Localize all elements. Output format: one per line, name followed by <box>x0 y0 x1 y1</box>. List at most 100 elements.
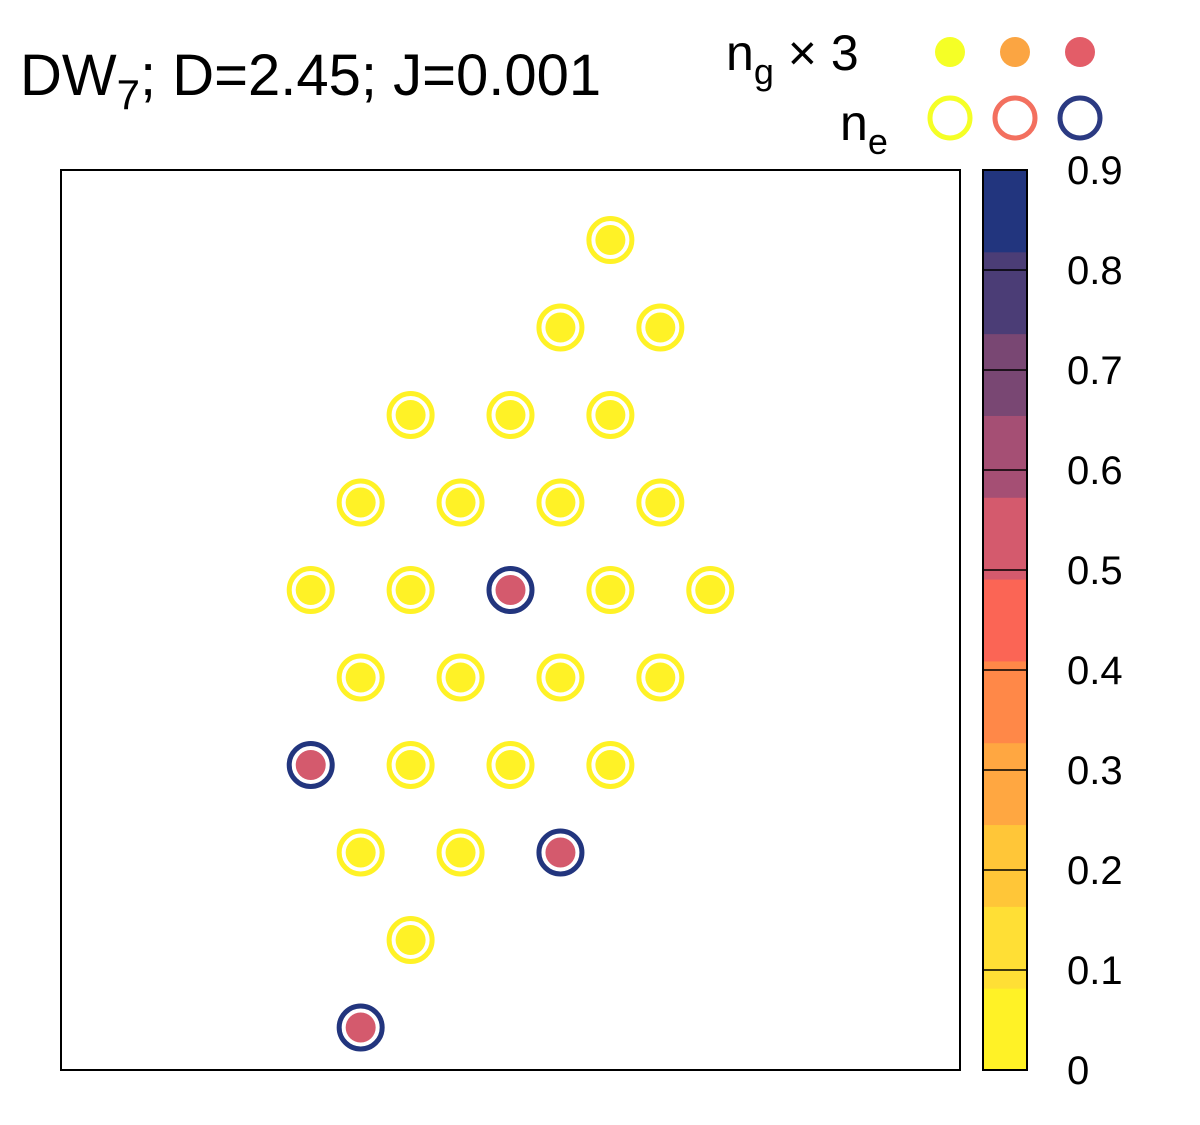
colorbar-band <box>983 579 1027 662</box>
colorbar-band <box>983 824 1027 907</box>
lattice-site <box>386 741 435 789</box>
colorbar-band <box>983 333 1027 416</box>
site-ring <box>486 741 535 789</box>
site-ring <box>486 391 535 439</box>
site-dot <box>445 487 476 518</box>
lattice-site <box>436 653 485 702</box>
site-ring <box>636 303 685 352</box>
legend-ne-base: n <box>840 95 868 151</box>
site-dot <box>645 312 676 343</box>
title-rest: ; D=2.45; J=0.001 <box>140 43 601 108</box>
colorbar-band <box>983 415 1027 498</box>
lattice-site <box>436 478 485 527</box>
colorbar-tick-label: 0.9 <box>1067 149 1123 193</box>
site-ring <box>336 1003 385 1052</box>
site-ring <box>286 741 335 789</box>
site-dot <box>495 400 526 430</box>
legend-filled-marker <box>1065 37 1095 67</box>
site-ring <box>536 478 585 527</box>
legend: n g × 3 ne <box>726 25 1103 162</box>
site-ring <box>336 828 385 877</box>
site-ring <box>536 828 585 877</box>
lattice-site <box>586 741 635 789</box>
site-dot <box>545 487 576 518</box>
site-ring <box>586 741 635 789</box>
site-dot <box>395 925 426 955</box>
site-dot <box>595 225 626 255</box>
site-ring <box>436 478 485 527</box>
site-ring <box>586 216 635 264</box>
lattice-site <box>486 566 535 614</box>
site-ring <box>686 566 735 614</box>
legend-ring-markers <box>927 95 1103 141</box>
legend-ne-label: ne <box>840 95 888 162</box>
legend-filled-marker <box>1000 37 1030 67</box>
lattice-sites <box>286 216 735 1052</box>
site-ring <box>286 566 335 614</box>
site-dot <box>345 1012 376 1043</box>
lattice-site <box>586 216 635 264</box>
colorbar-band <box>983 251 1027 335</box>
legend-ring-marker <box>992 95 1038 141</box>
site-dot <box>545 312 576 343</box>
site-ring <box>436 828 485 877</box>
lattice-site <box>336 828 385 877</box>
title-subscript: 7 <box>117 71 140 118</box>
colorbar-tick-label: 0.1 <box>1067 949 1123 993</box>
site-dot <box>345 837 376 868</box>
site-dot <box>445 837 476 868</box>
site-ring <box>386 741 435 789</box>
site-dot <box>595 400 626 430</box>
site-dot <box>695 575 726 605</box>
plot-frame <box>60 169 961 1071</box>
lattice-site <box>686 566 735 614</box>
site-ring <box>536 303 585 352</box>
lattice-site <box>286 741 335 789</box>
lattice-site <box>336 653 385 702</box>
colorbar-tick-label: 0.2 <box>1067 849 1123 893</box>
lattice-site <box>636 653 685 702</box>
colorbar-band <box>983 742 1027 826</box>
lattice-site <box>586 391 635 439</box>
site-ring <box>336 653 385 702</box>
colorbar-tick-label: 0.5 <box>1067 549 1123 593</box>
colorbar <box>982 169 1028 1071</box>
site-ring <box>536 653 585 702</box>
colorbar-tick-label: 0.7 <box>1067 349 1123 393</box>
site-dot <box>545 662 576 693</box>
site-ring <box>586 566 635 614</box>
legend-filled-marker <box>935 37 965 67</box>
site-ring <box>636 653 685 702</box>
site-dot <box>645 487 676 518</box>
lattice-site <box>486 741 535 789</box>
site-dot <box>295 575 326 605</box>
site-ring <box>586 391 635 439</box>
site-ring <box>386 391 435 439</box>
site-ring <box>636 478 685 527</box>
lattice-site <box>586 566 635 614</box>
site-dot <box>345 662 376 693</box>
site-dot <box>395 575 426 605</box>
legend-ng-suffix: × 3 <box>774 25 859 81</box>
colorbar-band <box>983 170 1027 253</box>
title-prefix: DW <box>20 43 117 108</box>
lattice-site <box>386 391 435 439</box>
colorbar-tick-label: 0.8 <box>1067 249 1123 293</box>
colorbar-ticks: 0 0.1 0.2 0.3 0.4 0.5 0.6 0.7 0.8 0.9 <box>983 149 1123 1093</box>
lattice-site <box>336 1003 385 1052</box>
site-ring <box>386 916 435 964</box>
lattice-site <box>386 566 435 614</box>
lattice-site <box>436 828 485 877</box>
site-dot <box>495 575 526 605</box>
lattice-site <box>636 303 685 352</box>
legend-ng-sub: g <box>754 51 774 92</box>
site-dot <box>395 750 426 780</box>
site-ring <box>486 566 535 614</box>
lattice-site <box>636 478 685 527</box>
site-dot <box>495 750 526 780</box>
site-dot <box>295 750 326 780</box>
lattice-site <box>386 916 435 964</box>
site-ring <box>386 566 435 614</box>
lattice-site <box>536 478 585 527</box>
